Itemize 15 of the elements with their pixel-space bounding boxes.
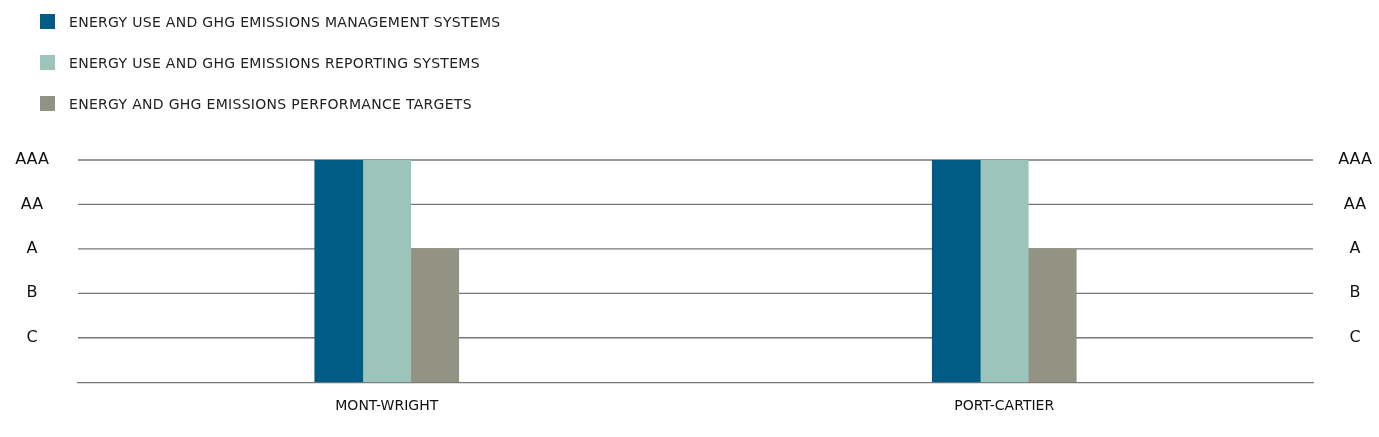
ref-line-label: AA xyxy=(1343,193,1367,213)
legend-label: ENERGY USE AND GHG EMISSIONS REPORTING SYSTEMS xyxy=(69,54,480,71)
ref-line-label: B xyxy=(1349,282,1361,302)
legend-label: ENERGY USE AND GHG EMISSIONS MANAGEMENT SYSTEMS xyxy=(69,13,501,30)
x-tick-label: MONT-WRIGHT xyxy=(335,397,439,414)
text: AAA xyxy=(15,149,49,169)
ref-line-label: AAA xyxy=(1338,149,1372,169)
text: A xyxy=(26,238,38,258)
text: AA xyxy=(20,193,44,213)
text: C xyxy=(26,326,38,346)
ref-line-label: A xyxy=(1349,238,1361,258)
text: B xyxy=(26,282,38,302)
ref-line-label: C xyxy=(1349,326,1361,346)
x-tick-label: PORT-CARTIER xyxy=(954,397,1055,414)
legend-label: ENERGY AND GHG EMISSIONS PERFORMANCE TARGETS xyxy=(69,95,472,112)
